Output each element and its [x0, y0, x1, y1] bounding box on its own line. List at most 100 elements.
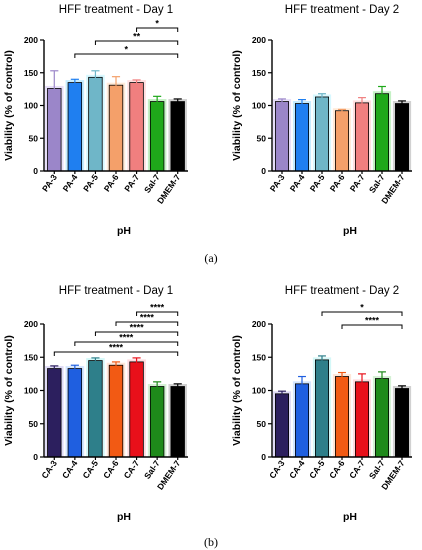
significance-bracket	[136, 27, 179, 32]
bar-sal-7	[149, 386, 165, 458]
significance-label: ****	[150, 303, 165, 313]
x-tick-label: Sal-7	[142, 172, 162, 195]
x-axis-label: pH	[117, 511, 131, 523]
significance-label: *	[125, 45, 129, 55]
y-tick-label: 150	[252, 68, 266, 78]
x-tick-label: PA-5	[308, 172, 327, 193]
y-tick-label: 0	[33, 166, 38, 176]
bar-sal-7	[149, 101, 165, 172]
y-tick-label: 50	[29, 133, 39, 143]
bar-ca-3	[47, 368, 62, 458]
x-tick-label: Sal-7	[142, 458, 162, 481]
x-tick-label: CA-5	[307, 458, 327, 480]
bar-ca-7	[354, 381, 369, 458]
bar-dmem-7	[394, 103, 409, 172]
bar-ca-3	[274, 393, 289, 458]
significance-label: ****	[109, 343, 124, 353]
bar-pa-6	[334, 110, 349, 172]
chart-3: HFF treatment - Day 1 0 50 100 150 200 Viabili…	[3, 285, 188, 523]
significance-bracket	[53, 351, 179, 356]
x-tick-label: CA-7	[122, 458, 142, 480]
x-tick-label: CA-3	[267, 458, 287, 480]
bar-pa-7	[354, 102, 369, 172]
y-tick-label: 200	[252, 35, 266, 45]
x-tick-label: CA-7	[347, 458, 367, 480]
y-tick-label: 200	[24, 35, 38, 45]
x-axis-label: pH	[117, 225, 131, 237]
x-tick-label: PA-4	[288, 172, 307, 193]
x-tick-label: PA-6	[328, 172, 347, 193]
chart-title: HFF treatment - Day 1	[59, 4, 173, 16]
x-tick-label: Sal-7	[367, 458, 387, 481]
bar-dmem-7	[170, 101, 185, 172]
y-tick-label: 50	[29, 419, 39, 429]
chart-4: HFF treatment - Day 2 0 50 100 150 200 Viabili…	[231, 285, 412, 523]
significance-bracket	[94, 331, 179, 336]
chart-title: HFF treatment - Day 2	[285, 4, 399, 16]
bar-pa-5	[88, 76, 103, 172]
chart-title: HFF treatment - Day 1	[59, 285, 173, 297]
panel-label-a: (a)	[204, 251, 217, 265]
y-tick-label: 150	[252, 352, 266, 362]
significance-label: ****	[119, 333, 134, 343]
x-axis-label: pH	[343, 511, 357, 523]
panel-label-b: (b)	[204, 535, 218, 549]
y-tick-label: 100	[252, 101, 266, 111]
bar-sal-7	[374, 378, 389, 458]
chart-2: HFF treatment - Day 2 0 50 100 150 200 Viabili…	[231, 4, 412, 237]
x-tick-label: CA-4	[60, 458, 80, 480]
y-tick-label: 200	[252, 319, 266, 329]
y-tick-label: 200	[24, 319, 38, 329]
bar-pa-5	[314, 96, 329, 172]
y-axis-label: Viability (% of control)	[231, 50, 243, 161]
x-tick-label: CA-4	[287, 458, 307, 480]
significance-bracket	[94, 40, 179, 45]
x-tick-label: PA-7	[348, 172, 367, 193]
bar-pa-4	[294, 103, 309, 172]
bar-ca-5	[314, 359, 329, 458]
bar-pa-7	[129, 82, 144, 172]
bar-ca-6	[108, 364, 124, 458]
significance-bracket	[74, 341, 179, 346]
bar-ca-7	[129, 361, 144, 458]
significance-label: ****	[130, 323, 145, 333]
bar-ca-5	[88, 360, 103, 458]
y-tick-label: 100	[252, 386, 266, 396]
x-tick-label: PA-6	[102, 172, 121, 193]
bar-dmem-7	[170, 386, 185, 458]
bar-sal-7	[374, 93, 389, 172]
y-tick-label: 100	[24, 386, 38, 396]
bar-ca-6	[334, 376, 349, 458]
x-tick-label: PA-3	[268, 172, 287, 193]
bar-ca-4	[294, 383, 309, 458]
x-tick-label: Sal-7	[367, 172, 387, 195]
x-axis-label: pH	[343, 225, 357, 237]
bar-ca-4	[67, 368, 83, 458]
significance-bracket	[321, 311, 403, 316]
x-tick-label: PA-4	[61, 172, 80, 193]
significance-bracket	[136, 311, 179, 316]
y-tick-label: 0	[33, 452, 38, 462]
significance-label: *	[360, 303, 364, 313]
x-tick-label: CA-5	[80, 458, 100, 480]
significance-label: **	[133, 32, 141, 42]
significance-label: *	[155, 19, 159, 29]
y-tick-label: 100	[24, 101, 38, 111]
chart-title: HFF treatment - Day 2	[285, 285, 399, 297]
y-tick-label: 50	[257, 419, 267, 429]
significance-label: ****	[365, 316, 380, 326]
x-tick-label: PA-3	[40, 172, 59, 193]
significance-bracket	[74, 53, 179, 58]
y-axis-label: Viability (% of control)	[3, 335, 15, 446]
y-tick-label: 150	[24, 68, 38, 78]
x-tick-label: PA-7	[122, 172, 141, 193]
y-tick-label: 150	[24, 352, 38, 362]
y-tick-label: 50	[257, 133, 267, 143]
x-tick-label: CA-6	[327, 458, 347, 480]
bar-dmem-7	[394, 388, 409, 458]
significance-bracket	[115, 321, 179, 326]
y-tick-label: 0	[261, 452, 266, 462]
significance-bracket	[341, 324, 403, 329]
significance-label: ****	[140, 313, 155, 323]
